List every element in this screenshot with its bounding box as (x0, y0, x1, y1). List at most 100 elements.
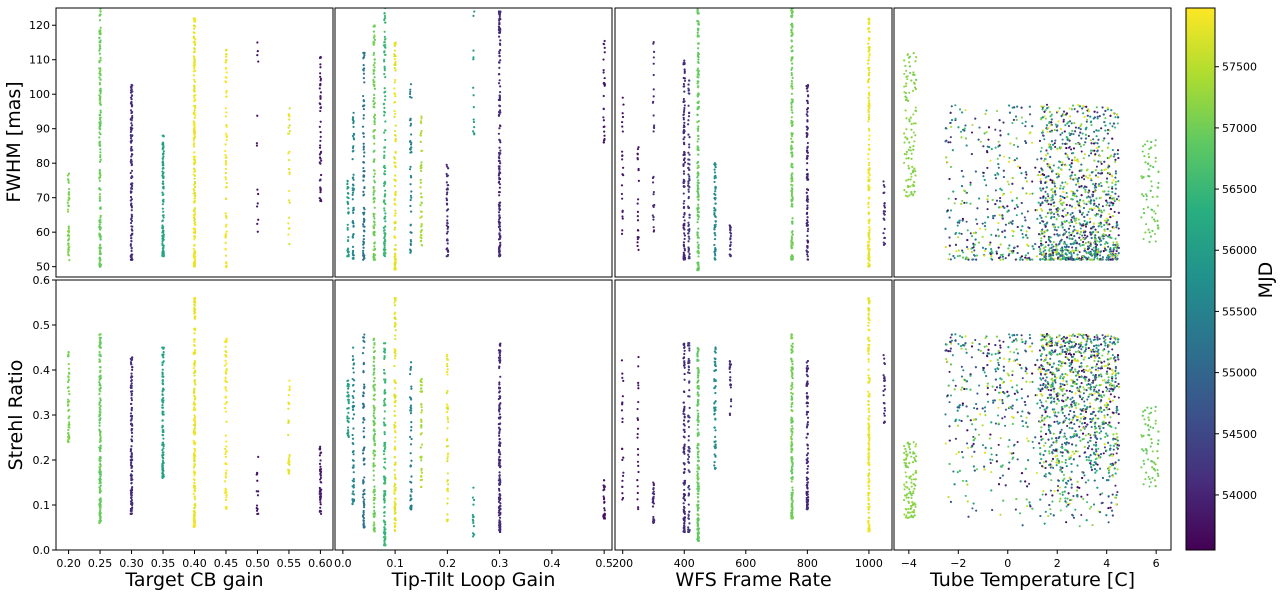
data-point (603, 46, 606, 49)
data-point (908, 65, 911, 68)
data-point (987, 138, 990, 141)
data-point (497, 28, 501, 32)
data-point (130, 219, 134, 223)
data-point (1062, 242, 1065, 245)
data-point (352, 187, 356, 191)
data-point (1078, 236, 1081, 239)
data-point (697, 174, 700, 177)
data-point (973, 231, 976, 234)
data-point (408, 248, 412, 251)
data-point (790, 46, 793, 49)
data-point (373, 169, 376, 172)
data-point (1112, 179, 1115, 182)
data-point (1060, 238, 1063, 241)
data-point (394, 174, 397, 177)
data-point (383, 207, 386, 210)
data-point (1107, 235, 1110, 238)
data-point (687, 119, 690, 122)
data-point (602, 141, 605, 144)
data-point (1060, 163, 1063, 167)
data-point (1154, 212, 1157, 215)
data-point (287, 222, 290, 225)
data-point (697, 181, 700, 185)
data-point (908, 91, 911, 94)
data-point (1074, 142, 1077, 145)
data-point (383, 229, 386, 232)
data-point (420, 225, 423, 228)
data-point (806, 157, 809, 160)
data-point (867, 262, 870, 265)
data-point (1081, 244, 1084, 247)
data-point (986, 200, 989, 203)
data-point (683, 157, 686, 160)
data-point (682, 205, 686, 209)
data-point (1060, 115, 1063, 118)
data-point (99, 78, 102, 81)
data-point (362, 161, 366, 164)
data-point (383, 156, 386, 160)
data-point (1084, 175, 1088, 178)
data-point (687, 151, 690, 154)
data-point (394, 95, 397, 98)
data-point (373, 256, 376, 259)
data-point (352, 173, 355, 176)
data-point (1095, 129, 1098, 132)
data-point (1044, 255, 1047, 258)
data-point (1074, 239, 1077, 242)
data-point (1091, 258, 1094, 261)
data-point (66, 210, 70, 213)
data-point (192, 139, 196, 142)
data-point (498, 73, 501, 76)
data-point (193, 244, 196, 247)
data-point (499, 43, 502, 46)
data-point (409, 250, 412, 253)
data-point (193, 207, 197, 210)
data-point (1117, 211, 1120, 214)
data-point (192, 145, 196, 148)
data-point (225, 89, 228, 93)
data-point (1068, 120, 1072, 123)
data-point (225, 162, 228, 165)
data-point (883, 218, 886, 221)
data-point (446, 242, 449, 245)
data-point (806, 114, 809, 117)
data-point (867, 169, 871, 172)
data-point (1083, 115, 1086, 118)
data-point (287, 113, 290, 116)
data-point (960, 136, 963, 139)
data-point (224, 76, 227, 79)
data-point (1044, 258, 1047, 261)
data-point (1064, 152, 1067, 155)
data-point (256, 222, 259, 225)
data-point (68, 197, 71, 200)
data-point (729, 234, 732, 238)
data-point (1009, 221, 1012, 224)
data-point (1042, 250, 1045, 253)
data-point (1088, 258, 1091, 261)
data-point (1053, 257, 1056, 260)
data-point (498, 160, 501, 163)
data-point (868, 129, 871, 132)
data-point (1054, 193, 1057, 196)
data-point (1148, 175, 1151, 178)
data-point (714, 187, 717, 190)
data-point (906, 137, 909, 140)
data-point (130, 249, 133, 253)
data-point (714, 186, 717, 189)
data-point (162, 198, 165, 201)
data-point (373, 137, 376, 140)
data-point (99, 13, 102, 16)
data-point (1062, 187, 1065, 190)
data-point (602, 81, 606, 85)
data-point (1109, 114, 1112, 117)
data-point (882, 180, 885, 183)
data-point (1106, 108, 1109, 111)
data-point (384, 120, 387, 123)
data-point (791, 184, 794, 187)
data-point (1072, 147, 1076, 150)
data-point (319, 173, 323, 177)
data-point (194, 223, 197, 227)
data-point (193, 135, 196, 138)
data-point (868, 167, 871, 170)
data-point (98, 76, 101, 79)
